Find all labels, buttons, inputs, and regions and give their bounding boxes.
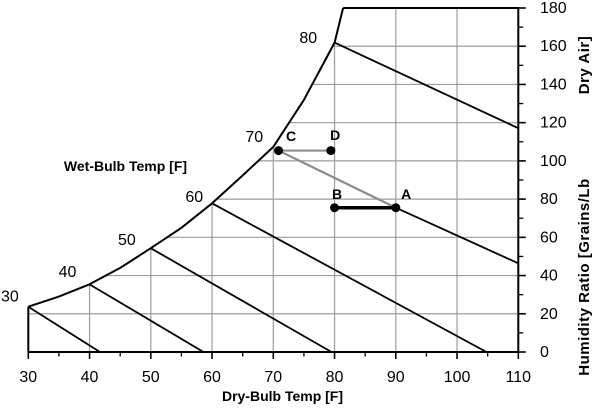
x-axis-tick-label-110: 110 (506, 369, 532, 386)
wet-bulb-line-70 (395, 206, 519, 265)
wet-bulb-line-40 (89, 283, 204, 353)
x-axis-tick-label-30: 30 (19, 369, 37, 386)
wet-bulb-line-60 (211, 202, 487, 353)
wet-bulb-line-50 (150, 247, 332, 353)
wet-bulb-line-label-50: 50 (118, 232, 136, 249)
y-axis-tick-label-0: 0 (540, 344, 549, 361)
x-axis-tick-label-90: 90 (387, 369, 405, 386)
wet-bulb-line-label-40: 40 (59, 264, 77, 281)
state-point-D (326, 146, 336, 156)
wet-bulb-line-80 (334, 41, 519, 130)
wet-bulb-line-label-80: 80 (299, 30, 317, 47)
state-point-label-C: C (286, 128, 296, 144)
x-axis-tick-label-100: 100 (444, 369, 471, 386)
x-axis-tick-label-60: 60 (203, 369, 221, 386)
wet-bulb-line-label-30: 30 (1, 289, 19, 306)
saturation-curve (27, 7, 345, 308)
y-axis-tick-label-20: 20 (540, 306, 558, 323)
y-axis-title-part-1: Humidity Ratio [Grains/Lb (576, 178, 593, 376)
y-axis-tick-label-160: 160 (540, 38, 567, 55)
y-axis-title-part-2: Dry Air] (576, 36, 593, 94)
wet-bulb-axis-title: Wet-Bulb Temp [F] (64, 158, 187, 174)
y-axis-tick-label-80: 80 (540, 191, 558, 208)
wet-bulb-line-label-70: 70 (245, 129, 263, 146)
wet-bulb-line-label-60: 60 (185, 189, 203, 206)
state-point-label-B: B (332, 186, 342, 202)
state-point-C (274, 146, 284, 156)
y-axis-tick-label-120: 120 (540, 115, 567, 132)
state-point-B (330, 203, 340, 213)
x-axis-tick-label-40: 40 (81, 369, 99, 386)
x-axis-tick-label-50: 50 (142, 369, 160, 386)
y-axis-tick-label-100: 100 (540, 153, 567, 170)
process-line-C-A (278, 149, 397, 209)
state-point-label-D: D (330, 127, 340, 143)
wet-bulb-line-30 (27, 305, 101, 353)
y-axis-tick-label-40: 40 (540, 268, 558, 285)
y-axis-tick-label-180: 180 (540, 0, 567, 17)
state-point-A (391, 203, 401, 213)
x-axis-tick-label-80: 80 (326, 369, 344, 386)
y-axis-tick-label-60: 60 (540, 229, 558, 246)
x-axis-tick-label-70: 70 (264, 369, 282, 386)
state-point-label-A: A (401, 186, 411, 202)
x-axis-title: Dry-Bulb Temp [F] (222, 388, 343, 404)
y-axis-tick-label-140: 140 (540, 76, 567, 93)
